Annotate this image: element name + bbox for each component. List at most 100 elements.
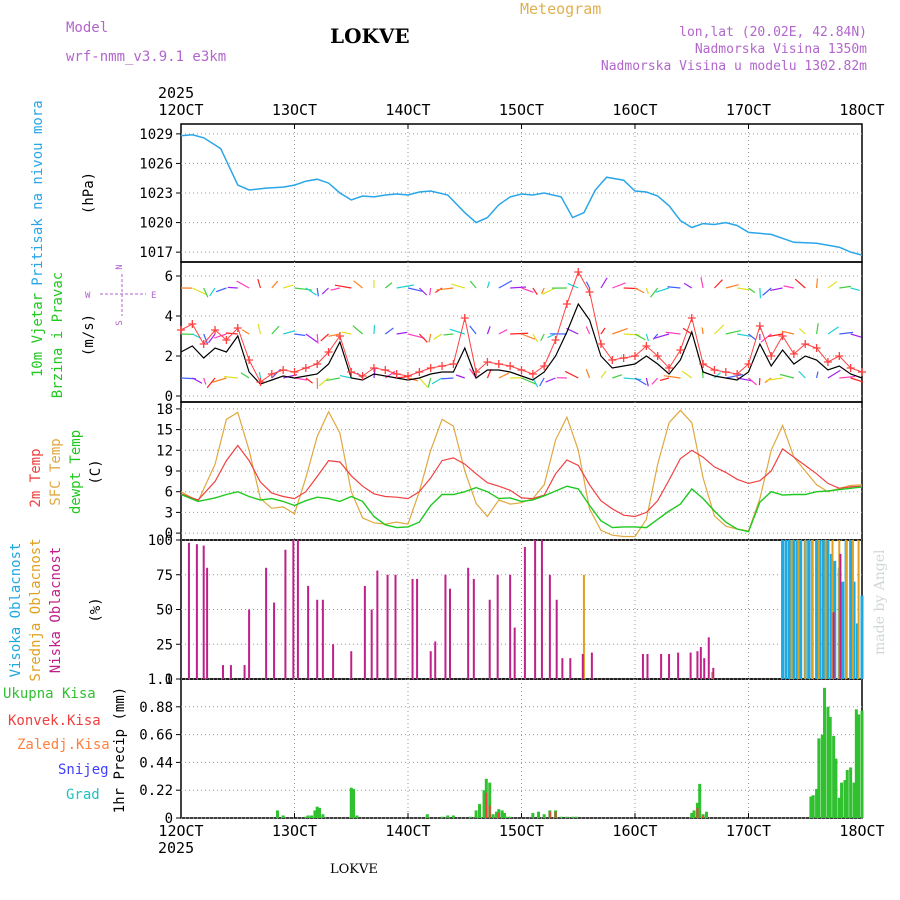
total-precip-bar xyxy=(491,814,495,818)
wind-direction-arrow xyxy=(521,333,536,340)
high-cloud-bar xyxy=(833,560,837,679)
low-cloud-bar xyxy=(513,627,516,679)
wind-gust-marker xyxy=(290,368,299,376)
model-altitude-label: Nadmorska Visina u modelu 1302.82m xyxy=(600,59,867,74)
total-precip-bar xyxy=(281,815,285,818)
wind-direction-arrow xyxy=(384,327,394,335)
wind-gust-marker xyxy=(211,326,220,334)
wind-direction-arrow xyxy=(541,287,556,295)
y-tick-label: 3 xyxy=(165,505,173,521)
wind-direction-arrow xyxy=(850,333,862,338)
wind-direction-arrow xyxy=(451,283,465,289)
total-precip-bar xyxy=(502,812,506,818)
low-cloud-bar xyxy=(296,540,299,679)
wind-direction-arrow xyxy=(429,287,432,296)
low-cloud-bar xyxy=(363,585,366,679)
wind-gust-marker xyxy=(188,320,197,328)
total-precip-bar xyxy=(854,709,858,818)
wind-direction-arrow xyxy=(725,373,743,379)
low-cloud-bar xyxy=(703,658,706,679)
wind-direction-arrow xyxy=(203,377,207,385)
y-tick-label: 1.1 xyxy=(148,672,173,688)
wind-direction-arrow xyxy=(759,287,762,299)
low-cloud-bar xyxy=(641,653,644,679)
x-tick-bottom-label: 17OCT xyxy=(726,822,771,840)
x-tick-bottom-label: 16OCT xyxy=(612,822,657,840)
wind-gust-marker xyxy=(699,360,708,368)
wind-gust-marker xyxy=(744,360,753,368)
wind-direction-arrow xyxy=(433,333,443,340)
legend-snow-label: Snijeg xyxy=(58,762,109,778)
y-tick-label: 4 xyxy=(165,309,173,325)
wind-direction-arrow xyxy=(760,333,772,343)
wind-direction-arrow xyxy=(799,327,806,335)
wind-direction-arrow xyxy=(227,286,238,289)
total-precip-bar xyxy=(843,780,847,818)
wind-gust-marker xyxy=(755,322,764,330)
high-cloud-bar xyxy=(799,540,803,679)
high-cloud-bar xyxy=(829,553,833,679)
wind-direction-arrow xyxy=(748,287,756,294)
low-cloud-bar xyxy=(292,540,295,679)
wind-direction-arrow xyxy=(192,333,202,339)
low-cloud-bar xyxy=(668,653,671,679)
y-tick-label: 0.88 xyxy=(139,700,173,716)
total-precip-bar xyxy=(313,810,317,818)
wind-gust-marker xyxy=(710,366,719,374)
total-precip-bar xyxy=(306,815,310,818)
low-cloud-bar xyxy=(307,585,310,679)
total-precip-bar xyxy=(692,810,696,818)
wind-gust-marker xyxy=(767,352,776,360)
x-tick-bottom-label: 18OCT xyxy=(839,822,884,840)
mid-cloud-bar xyxy=(582,574,585,679)
wind-direction-arrow xyxy=(781,330,795,335)
wind-direction-arrow xyxy=(645,377,649,387)
wind-direction-arrow xyxy=(725,284,739,289)
total-precip-bar xyxy=(811,795,815,818)
wind-direction-arrow xyxy=(455,374,465,379)
total-precip-bar xyxy=(826,706,830,818)
wind-gust-marker xyxy=(835,352,844,360)
wind-direction-arrow xyxy=(418,377,429,388)
low-cloud-bar xyxy=(248,609,251,679)
wind-gust-marker xyxy=(438,362,447,370)
wind-gust-marker xyxy=(460,314,469,322)
y-tick-label: 0 xyxy=(165,811,173,827)
mid-cloud-bar xyxy=(811,540,814,679)
low-cloud-bar xyxy=(496,574,499,679)
wind-direction-arrow xyxy=(532,333,539,343)
wind-gust-marker xyxy=(494,360,503,368)
wind-direction-arrow xyxy=(241,329,250,335)
low-cloud-bar xyxy=(689,652,692,679)
wind-direction-arrow xyxy=(783,285,795,289)
wind-direction-arrow xyxy=(634,333,646,341)
credit-label: made by Angel xyxy=(872,549,888,656)
low-cloud-bar xyxy=(206,567,209,679)
wind-direction-arrow xyxy=(612,374,623,379)
mid-cloud-bar xyxy=(845,540,848,679)
convective-precip-bar xyxy=(488,805,491,818)
total-precip-bar xyxy=(531,812,535,818)
wind-direction-arrow xyxy=(305,287,317,296)
wind-gust-marker xyxy=(653,352,662,360)
low-cloud-bar xyxy=(472,578,475,679)
x-tick-top-label: 14OCT xyxy=(385,101,430,119)
mid-cloud-ylabel: Srednja Oblacnost xyxy=(28,538,44,681)
wind-gust-marker xyxy=(551,336,560,344)
y-tick-label: 15 xyxy=(156,423,173,439)
wind-direction-arrow xyxy=(700,277,704,289)
x-tick-top-label: 13OCT xyxy=(272,101,317,119)
total-precip-bar xyxy=(857,714,861,818)
wind-gust-marker xyxy=(778,332,787,340)
low-cloud-bar xyxy=(707,637,710,679)
wind-gust-marker xyxy=(676,346,685,354)
wind-direction-arrow xyxy=(213,333,227,339)
total-precip-bar xyxy=(815,788,819,818)
x-tick-top-label: 17OCT xyxy=(726,101,771,119)
wind-direction-arrow xyxy=(600,370,607,379)
wind-direction-arrow xyxy=(449,328,465,335)
low-cloud-bar xyxy=(350,651,353,679)
low-cloud-bar xyxy=(569,658,572,679)
wind-gust-marker xyxy=(585,288,594,296)
dewpt-temp-line xyxy=(180,485,863,533)
